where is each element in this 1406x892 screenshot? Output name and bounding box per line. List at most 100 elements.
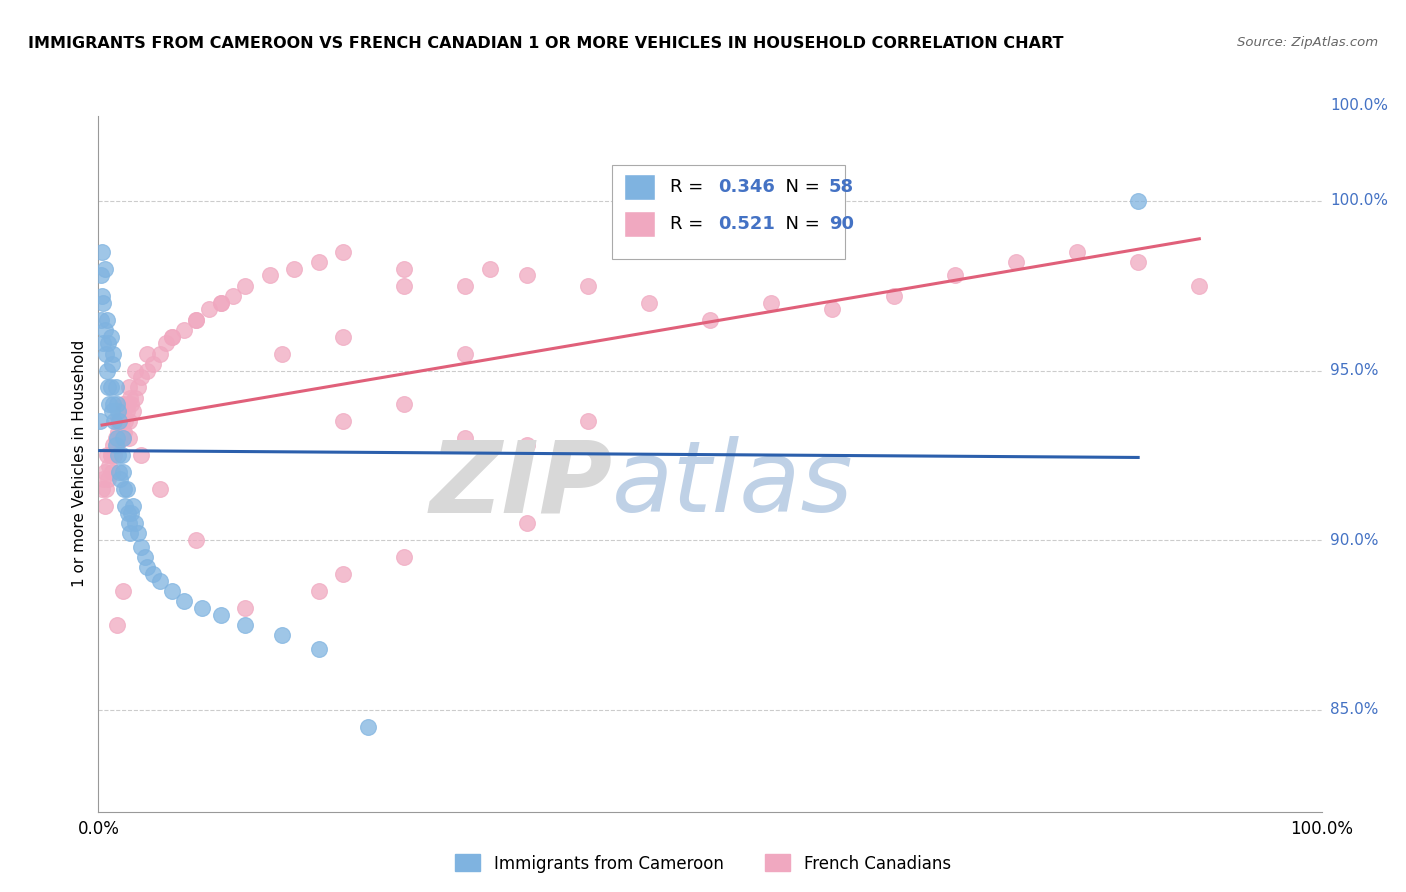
Point <box>89 414 111 428</box>
Point <box>107 425 129 439</box>
Point <box>392 278 416 293</box>
Point <box>308 584 330 599</box>
Point <box>104 380 127 394</box>
Point <box>104 431 127 445</box>
Point <box>93 466 115 480</box>
Point <box>121 404 143 418</box>
Text: N =: N = <box>773 215 825 233</box>
Point <box>149 574 172 588</box>
Point <box>129 370 152 384</box>
Point <box>118 380 141 394</box>
Point <box>308 641 330 656</box>
Point <box>1004 255 1026 269</box>
Point <box>259 268 281 283</box>
Point <box>134 550 156 565</box>
Point <box>91 289 114 303</box>
Point <box>127 380 149 394</box>
Point <box>478 261 501 276</box>
Point <box>1128 194 1150 208</box>
Point <box>332 567 354 582</box>
Point <box>516 516 538 531</box>
Point <box>91 483 114 497</box>
Point <box>111 414 134 428</box>
Point <box>129 448 152 462</box>
Point <box>576 278 599 293</box>
Point <box>160 329 183 343</box>
Point <box>332 414 354 428</box>
Point <box>111 584 134 599</box>
Point <box>103 448 125 462</box>
Point <box>761 295 783 310</box>
Point <box>576 414 599 428</box>
Point <box>118 516 141 531</box>
Point <box>117 506 139 520</box>
Point <box>101 357 124 371</box>
Point <box>454 431 477 445</box>
Point <box>111 431 134 445</box>
Text: R =: R = <box>669 215 709 233</box>
Point <box>93 323 115 337</box>
Point <box>100 448 122 462</box>
FancyBboxPatch shape <box>624 211 655 237</box>
Point <box>332 244 354 259</box>
Text: 0.521: 0.521 <box>718 215 776 233</box>
Point <box>516 268 538 283</box>
Point <box>186 312 208 326</box>
Point <box>124 516 146 531</box>
Legend: Immigrants from Cameroon, French Canadians: Immigrants from Cameroon, French Canadia… <box>449 847 957 880</box>
Point <box>516 438 538 452</box>
Point <box>1188 278 1211 293</box>
Point <box>699 312 721 326</box>
Point <box>91 336 114 351</box>
Point <box>94 346 117 360</box>
Point <box>90 312 112 326</box>
Point <box>149 483 172 497</box>
Point <box>821 302 844 317</box>
Point <box>129 540 152 554</box>
Point <box>115 483 138 497</box>
Point <box>111 431 134 445</box>
Point <box>110 472 132 486</box>
Point <box>233 601 256 615</box>
Point <box>233 618 256 632</box>
Point <box>100 448 122 462</box>
Point <box>97 336 120 351</box>
Text: N =: N = <box>773 178 825 196</box>
Point <box>105 431 128 445</box>
Point <box>120 526 142 541</box>
Point <box>118 414 141 428</box>
Point <box>392 397 416 411</box>
Text: atlas: atlas <box>612 436 853 533</box>
Point <box>111 397 134 411</box>
Point <box>209 295 232 310</box>
Text: 85.0%: 85.0% <box>1330 702 1378 717</box>
Text: 100.0%: 100.0% <box>1330 98 1388 113</box>
Point <box>117 397 139 411</box>
Text: ZIP: ZIP <box>429 436 612 533</box>
Point <box>108 414 131 428</box>
Point <box>115 404 138 418</box>
Point <box>97 472 120 486</box>
Point <box>197 302 219 317</box>
Point <box>136 363 159 377</box>
Point <box>209 607 232 622</box>
Point <box>392 261 416 276</box>
Text: 90: 90 <box>828 215 853 233</box>
Point <box>943 268 966 283</box>
Point <box>332 329 354 343</box>
Point <box>222 289 245 303</box>
Point <box>121 500 143 514</box>
Point <box>96 312 118 326</box>
Point <box>118 431 141 445</box>
Text: 95.0%: 95.0% <box>1330 363 1378 378</box>
Point <box>103 414 125 428</box>
Point <box>124 391 146 405</box>
Point <box>112 425 135 439</box>
Point <box>107 448 129 462</box>
Point <box>104 438 127 452</box>
Point <box>112 483 135 497</box>
Point <box>100 380 122 394</box>
Text: 58: 58 <box>828 178 853 196</box>
Text: R =: R = <box>669 178 709 196</box>
Point <box>114 414 136 428</box>
